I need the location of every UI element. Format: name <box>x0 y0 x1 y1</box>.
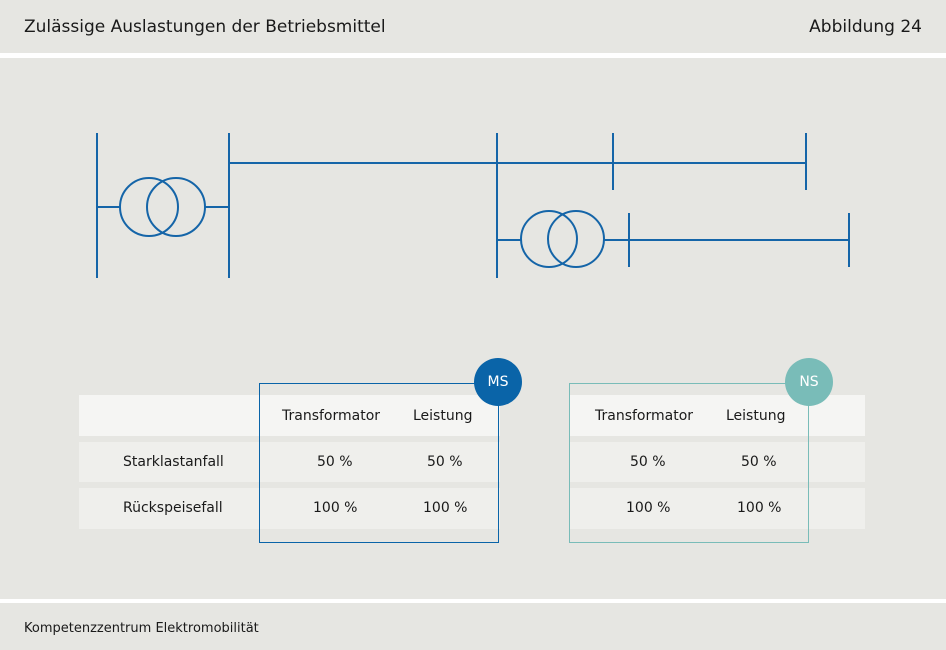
ns-col-transformer: Transformator <box>595 408 694 424</box>
footer-bar: Kompetenzzentrum Elektromobilität <box>0 603 946 650</box>
figure-number: Abbildung 24 <box>809 17 922 37</box>
ns-badge: NS <box>785 358 833 406</box>
ms-badge: MS <box>474 358 522 406</box>
ns-transformer-value: 50 % <box>630 454 666 470</box>
ms-col-power: Leistung <box>413 408 473 424</box>
transformer-2-winding-primary <box>520 210 578 268</box>
ms-transformer-value: 100 % <box>313 500 358 516</box>
table-row: Rückspeisefall 100 % 100 % 100 % 100 % <box>79 488 865 529</box>
transformer-1-winding-secondary <box>146 177 206 237</box>
ms-col-transformer: Transformator <box>282 408 381 424</box>
ns-power-value: 50 % <box>741 454 777 470</box>
single-line-diagram <box>96 133 850 278</box>
footer-source: Kompetenzzentrum Elektromobilität <box>24 621 259 636</box>
page-title: Zulässige Auslastungen der Betriebsmitte… <box>24 17 386 37</box>
ms-transformer-value: 50 % <box>317 454 353 470</box>
ms-power-value: 50 % <box>427 454 463 470</box>
ns-transformer-value: 100 % <box>626 500 671 516</box>
ns-power-value: 100 % <box>737 500 782 516</box>
ns-col-power: Leistung <box>726 408 786 424</box>
row-label: Starklastanfall <box>123 454 224 470</box>
table-header-row: Transformator Leistung Transformator Lei… <box>79 395 865 436</box>
ms-power-value: 100 % <box>423 500 468 516</box>
transformer-1-winding-primary <box>119 177 179 237</box>
table-row: Starklastanfall 50 % 50 % 50 % 50 % <box>79 442 865 482</box>
header-bar: Zulässige Auslastungen der Betriebsmitte… <box>0 0 946 53</box>
row-label: Rückspeisefall <box>123 500 223 516</box>
